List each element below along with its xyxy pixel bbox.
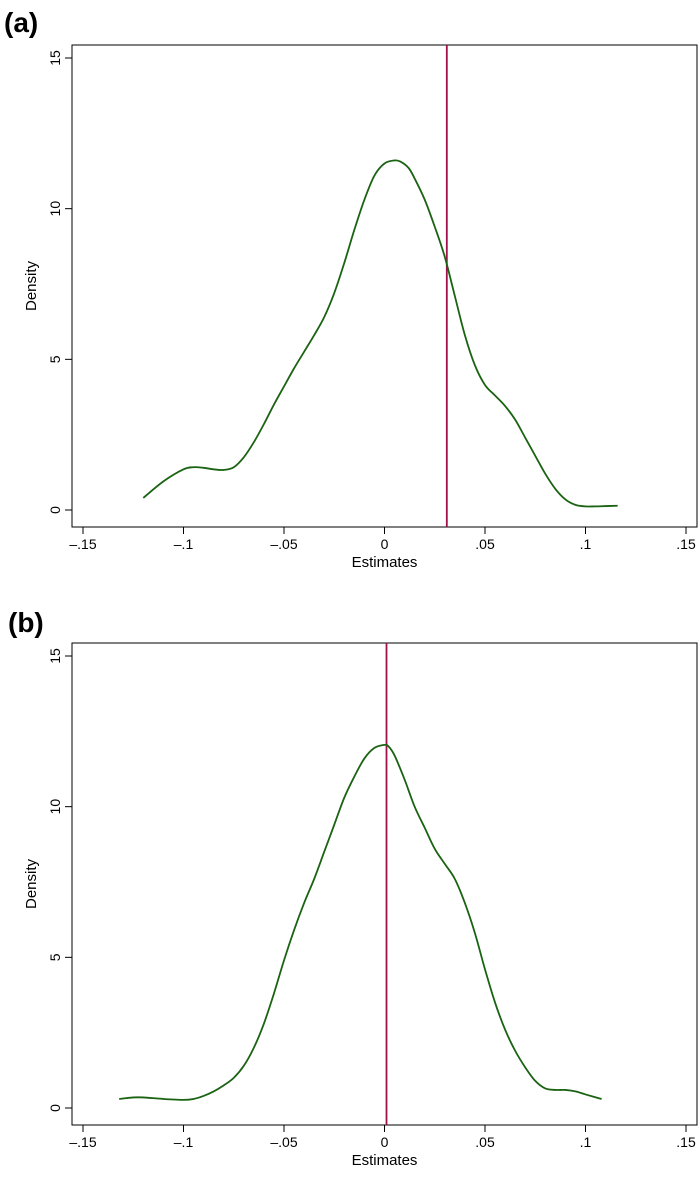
y-tick-label: 10 (47, 201, 63, 217)
panel-label: (a) (4, 7, 38, 38)
y-tick-label: 5 (47, 953, 63, 961)
x-tick-label: 0 (381, 1134, 389, 1150)
x-tick-label: –.15 (69, 1134, 96, 1150)
x-tick-label: –.05 (270, 536, 297, 552)
y-tick-label: 15 (47, 50, 63, 66)
x-tick-label: .1 (580, 1134, 592, 1150)
y-axis-title: Density (23, 260, 40, 311)
x-tick-label: .15 (676, 1134, 696, 1150)
x-tick-label: 0 (381, 536, 389, 552)
density-curve (119, 743, 602, 1101)
y-tick-label: 0 (47, 506, 63, 514)
x-tick-label: –.15 (69, 536, 96, 552)
x-tick-label: –.05 (270, 1134, 297, 1150)
x-axis-title: Estimates (352, 1152, 418, 1169)
plot-frame (71, 642, 698, 1126)
plot-frame (71, 44, 698, 528)
panel-b: (b) –.15 –.1 –.05 0 .05 .1 .15 0 5 10 15 Estimates De… (8, 607, 698, 1169)
y-tick-label: 10 (47, 799, 63, 815)
y-tick-label: 15 (47, 648, 63, 664)
panel-label: (b) (8, 607, 44, 638)
x-tick-label: –.1 (174, 536, 194, 552)
x-tick-label: –.1 (174, 1134, 194, 1150)
y-axis-title: Density (23, 858, 40, 909)
x-tick-label: .05 (475, 536, 495, 552)
x-tick-label: .15 (676, 536, 696, 552)
density-curve (142, 159, 618, 508)
panel-a: (a) –.15 –.1 –.05 0 .05 .1 .15 0 5 10 15 Estimates De… (4, 7, 698, 571)
y-tick-label: 0 (47, 1104, 63, 1112)
x-tick-label: .1 (580, 536, 592, 552)
x-axis-title: Estimates (352, 554, 418, 571)
y-tick-label: 5 (47, 355, 63, 363)
x-tick-label: .05 (475, 1134, 495, 1150)
